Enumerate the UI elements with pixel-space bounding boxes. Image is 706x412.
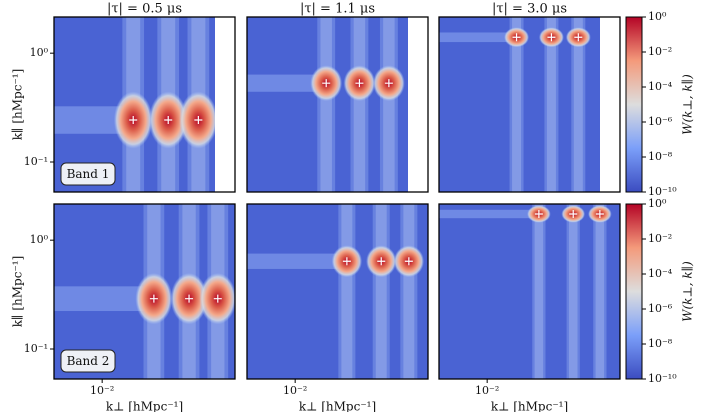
fringe [595, 204, 605, 379]
x-tick-label: 10⁻² [283, 384, 307, 397]
peak-marker [185, 294, 194, 303]
panel-background [439, 204, 620, 379]
peak-marker [129, 116, 138, 125]
x-axis-label: k⊥ [hMpc⁻¹] [299, 400, 376, 412]
panel-title: |τ| = 3.0 μs [492, 2, 567, 17]
fringe [593, 204, 607, 379]
colorbar-tick-label: 10⁻⁴ [648, 80, 673, 93]
fringe [509, 17, 524, 192]
panel [439, 204, 620, 379]
fringe [320, 17, 332, 192]
peak-marker [547, 33, 556, 42]
fringe [350, 17, 369, 192]
x-axis-label: k⊥ [hMpc⁻¹] [491, 400, 568, 412]
panel-background [247, 204, 428, 379]
peak-marker [574, 33, 583, 42]
peak-marker [404, 257, 413, 266]
colorbar-tick-label: 10⁻² [648, 45, 672, 58]
x-tick-label: 10⁻² [90, 384, 114, 397]
fringe [379, 17, 398, 192]
panel-title: |τ| = 1.1 μs [300, 2, 375, 17]
fringe [566, 204, 580, 379]
annotation-box [60, 349, 116, 373]
horizontal-band [247, 253, 347, 269]
peak-marker [384, 79, 393, 88]
peak-marker [355, 79, 364, 88]
peak-marker [377, 257, 386, 266]
peak-marker [595, 209, 604, 218]
fringe [568, 204, 578, 379]
peak-marker [342, 257, 351, 266]
fringe [571, 17, 586, 192]
colorbar-tick-label: 10⁻⁶ [648, 302, 673, 315]
y-tick-label: 10⁰ [30, 233, 49, 246]
y-tick-label: 10⁻¹ [24, 155, 48, 168]
fringe [375, 204, 387, 379]
y-axis-label: k∥ [hMpc⁻¹] [11, 69, 25, 141]
panel-frame [438, 16, 621, 193]
colorbar-tick-label: 10⁻⁴ [648, 267, 673, 280]
panel [439, 17, 620, 192]
colorbar-label: W(k⊥, k∥) [681, 74, 695, 135]
panel-frame [246, 203, 429, 380]
peak-marker [322, 79, 331, 88]
x-axis-label: k⊥ [hMpc⁻¹] [106, 400, 183, 412]
peak-marker [149, 294, 158, 303]
fringe [341, 204, 353, 379]
annotation: Band 1 [67, 167, 110, 181]
annotation-box [60, 162, 116, 186]
mask [600, 17, 620, 192]
colorbar-tick-label: 10⁻¹⁰ [648, 185, 677, 198]
colorbar-tick-label: 10⁰ [648, 10, 667, 23]
peak-marker [194, 116, 203, 125]
y-axis-label: k∥ [hMpc⁻¹] [11, 256, 25, 328]
colorbar-tick-label: 10⁻⁶ [648, 115, 673, 128]
colorbar-tick-label: 10⁻⁸ [648, 337, 673, 350]
panel-frame [246, 16, 429, 193]
panel-background [439, 17, 620, 192]
annotation: Band 2 [67, 354, 110, 368]
fringe [534, 204, 544, 379]
colorbar [625, 16, 643, 193]
peak-marker [164, 116, 173, 125]
peak-marker [213, 294, 222, 303]
mask [408, 17, 428, 192]
mask [215, 17, 235, 192]
fringe [403, 204, 415, 379]
peak-marker [534, 209, 543, 218]
colorbar [625, 203, 643, 380]
horizontal-band [439, 32, 517, 43]
horizontal-band [439, 209, 539, 219]
peak-marker [569, 209, 578, 218]
panel [247, 17, 428, 192]
y-tick-label: 10⁰ [30, 46, 49, 59]
panel-frame [53, 16, 236, 193]
fringe [512, 17, 522, 192]
fringe [532, 204, 546, 379]
panel [247, 204, 428, 379]
colorbar-tick-label: 10⁻¹⁰ [648, 372, 677, 385]
y-tick-label: 10⁻¹ [24, 342, 48, 355]
colorbar-tick-label: 10⁻⁸ [648, 150, 673, 163]
fringe [353, 17, 366, 192]
fringe [383, 17, 395, 192]
panel-frame [438, 203, 621, 380]
x-tick-label: 10⁻² [475, 384, 499, 397]
panel-title: |τ| = 0.5 μs [107, 2, 182, 17]
peak-marker [512, 33, 521, 42]
colorbar-tick-label: 10⁰ [648, 197, 667, 210]
fringe [546, 17, 556, 192]
panel-background [247, 17, 428, 192]
colorbar-label: W(k⊥, k∥) [681, 261, 695, 322]
panel [54, 17, 235, 192]
fringe [573, 17, 583, 192]
colorbar-tick-label: 10⁻² [648, 232, 672, 245]
panel-frame [53, 203, 236, 380]
fringe [317, 17, 336, 192]
horizontal-band [247, 74, 327, 92]
fringe [544, 17, 559, 192]
